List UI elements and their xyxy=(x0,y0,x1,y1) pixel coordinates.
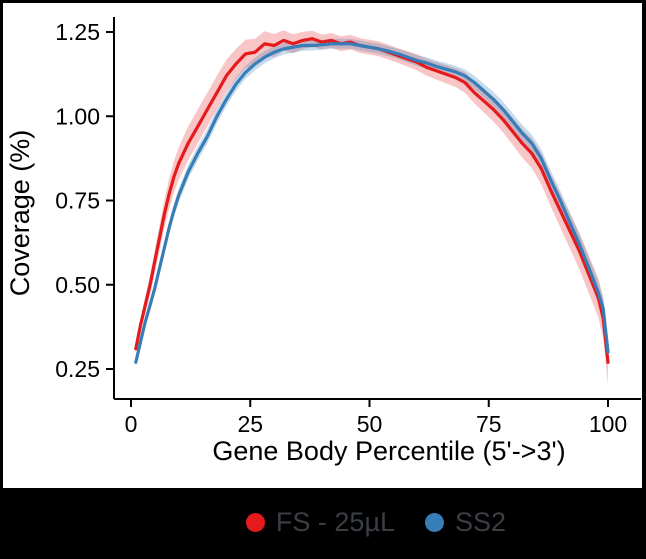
chart-legend: FS - 25µL SS2 xyxy=(0,507,646,538)
legend-dot-icon xyxy=(425,513,445,532)
coverage-chart: 0.25 0.50 0.75 1.00 1.25 0 25 50 75 100 Gene Body … xyxy=(5,17,641,466)
y-tick-label: 0.75 xyxy=(55,188,100,214)
series-0-line xyxy=(134,37,610,364)
x-axis-title: Gene Body Percentile (5'->3') xyxy=(212,436,565,466)
series-1-line xyxy=(134,42,610,364)
y-tick-label: 0.25 xyxy=(55,356,100,382)
y-tick-label: 0.50 xyxy=(55,272,100,298)
x-tick-label: 50 xyxy=(357,411,383,437)
x-tick-label: 75 xyxy=(476,411,502,437)
x-tick-label: 0 xyxy=(125,411,138,437)
x-tick-label: 25 xyxy=(237,411,263,437)
plot-figure: 0.25 0.50 0.75 1.00 1.25 0 25 50 75 100 Gene Body … xyxy=(3,3,642,488)
series-1-band xyxy=(135,38,609,365)
legend-label: SS2 xyxy=(455,507,507,537)
legend-item: SS2 xyxy=(425,507,506,538)
y-tick-label: 1.25 xyxy=(55,19,100,45)
legend-label: FS - 25µL xyxy=(275,507,396,537)
y-axis-title: Coverage (%) xyxy=(5,130,35,297)
y-tick-label: 1.00 xyxy=(55,103,100,129)
series-0-band xyxy=(135,30,609,385)
x-tick-label: 100 xyxy=(589,411,627,437)
legend-item: FS - 25µL xyxy=(245,507,396,538)
legend-dot-icon xyxy=(245,513,265,532)
